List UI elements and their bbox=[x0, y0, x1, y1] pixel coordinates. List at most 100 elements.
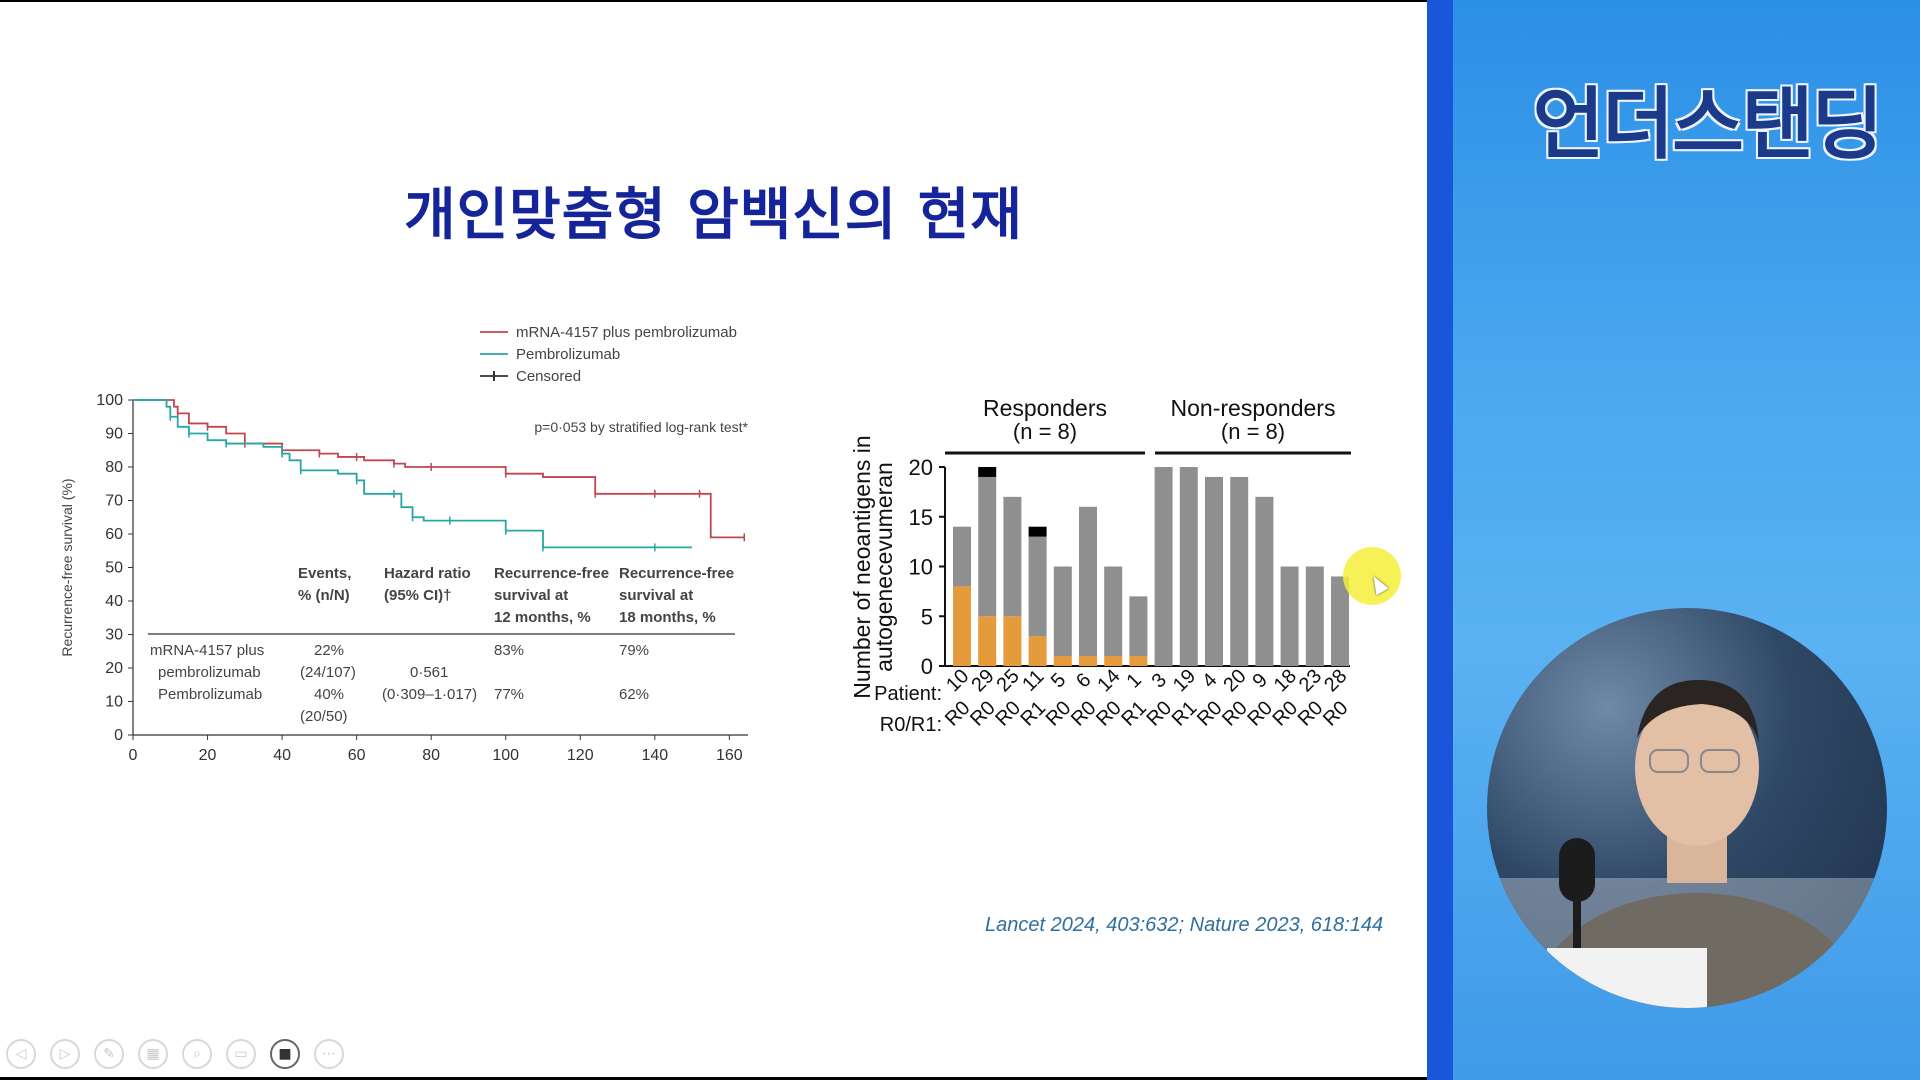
patient-label: 11 bbox=[1018, 666, 1048, 696]
y-tick-label: 100 bbox=[96, 392, 123, 409]
row-label: Patient: bbox=[874, 683, 942, 705]
bar-segment bbox=[1028, 536, 1047, 637]
bar-segment bbox=[953, 586, 971, 666]
y-axis-label: Number of neoantigens in bbox=[849, 435, 875, 698]
table-cell: 77% bbox=[494, 686, 524, 703]
group-n-label: (n = 8) bbox=[1013, 419, 1077, 444]
patient-label: 1 bbox=[1122, 669, 1145, 692]
patient-label: 9 bbox=[1248, 669, 1271, 692]
patient-label: 4 bbox=[1198, 669, 1221, 692]
table-cell: (0·309–1·017) bbox=[382, 686, 477, 703]
r0r1-label: R0 bbox=[1319, 697, 1353, 731]
patient-label: 14 bbox=[1093, 665, 1124, 696]
bar-segment bbox=[953, 526, 971, 587]
more-icon[interactable]: ⋯ bbox=[314, 1039, 344, 1069]
bar-segment bbox=[1179, 467, 1198, 666]
y-tick-label: 90 bbox=[105, 426, 123, 443]
table-header: 18 months, % bbox=[619, 609, 716, 626]
table-header: Events, bbox=[298, 565, 351, 582]
panel-edge bbox=[1427, 0, 1453, 1080]
table-row-label: mRNA-4157 plus bbox=[150, 642, 264, 659]
previous-icon[interactable]: ◁ bbox=[6, 1039, 36, 1069]
x-tick-label: 80 bbox=[422, 747, 440, 764]
table-row-label: pembrolizumab bbox=[158, 664, 261, 681]
bar-segment bbox=[1280, 566, 1299, 666]
table-row-label: Pembrolizumab bbox=[158, 686, 262, 703]
legend-label: Censored bbox=[516, 368, 581, 385]
presenter-figure bbox=[1487, 679, 1887, 1008]
x-tick-label: 60 bbox=[348, 747, 366, 764]
table-header: survival at bbox=[494, 587, 568, 604]
group-label: Responders bbox=[983, 395, 1107, 421]
group-label: Non-responders bbox=[1171, 395, 1336, 421]
bar-segment bbox=[1053, 656, 1072, 666]
x-tick-label: 160 bbox=[716, 747, 743, 764]
channel-logo: 언더스탠딩 bbox=[1532, 80, 1884, 170]
y-axis-label: autogenecevumeran bbox=[871, 462, 897, 672]
table-header: Hazard ratio bbox=[384, 565, 471, 582]
table-header: (95% CI)† bbox=[384, 587, 452, 604]
y-tick-label: 80 bbox=[105, 459, 123, 476]
neoantigen-bar-chart: 0 5 10 15 20 Number of neoantigens inautogene… bbox=[849, 395, 1353, 736]
y-tick-label: 15 bbox=[909, 505, 933, 530]
table-header: % (n/N) bbox=[298, 587, 350, 604]
table-cell: 22% bbox=[314, 642, 344, 659]
y-tick-label: 70 bbox=[105, 493, 123, 510]
bar-segment bbox=[1129, 596, 1148, 657]
bar-segment bbox=[1331, 576, 1349, 666]
slides-icon[interactable]: ▦ bbox=[138, 1039, 168, 1069]
table-header: 12 months, % bbox=[494, 609, 591, 626]
km-series-line bbox=[133, 399, 745, 539]
y-tick-label: 5 bbox=[921, 604, 933, 629]
table-header: survival at bbox=[619, 587, 693, 604]
table-header: Recurrence-free bbox=[619, 565, 734, 582]
table-cell: 79% bbox=[619, 642, 649, 659]
bar-segment bbox=[1205, 476, 1223, 666]
y-tick-label: 20 bbox=[105, 660, 123, 677]
bar-segment bbox=[1053, 566, 1072, 657]
row-label: R0/R1: bbox=[880, 714, 942, 736]
table-cell: (20/50) bbox=[300, 708, 348, 725]
x-tick-label: 0 bbox=[129, 747, 138, 764]
patient-label: 6 bbox=[1072, 669, 1095, 692]
citation: Lancet 2024, 403:632; Nature 2023, 618:1… bbox=[985, 914, 1384, 936]
subtitles-icon[interactable]: ▭ bbox=[226, 1039, 256, 1069]
bar-segment bbox=[1305, 566, 1324, 666]
bar-segment bbox=[978, 476, 997, 617]
patient-label: 20 bbox=[1219, 665, 1250, 696]
y-tick-label: 50 bbox=[105, 560, 123, 577]
x-tick-label: 120 bbox=[567, 747, 594, 764]
bar-segment bbox=[1003, 496, 1022, 617]
pen-icon[interactable]: ✎ bbox=[94, 1039, 124, 1069]
slide: 개인맞춤형 암백신의 현재 0 10 20 30 40 50 60 70 80 90 100 0 20 4… bbox=[0, 2, 1427, 1077]
presenter-webcam bbox=[1487, 608, 1887, 1008]
x-tick-label: 140 bbox=[641, 747, 668, 764]
table-cell: 62% bbox=[619, 686, 649, 703]
zoom-icon[interactable]: ⌕ bbox=[182, 1039, 212, 1069]
y-tick-label: 20 bbox=[909, 455, 933, 480]
x-tick-label: 100 bbox=[492, 747, 519, 764]
cursor-highlight bbox=[1343, 547, 1401, 605]
table-cell: 0·561 bbox=[410, 664, 448, 681]
y-tick-label: 0 bbox=[921, 654, 933, 679]
channel-panel: 언더스탠딩 bbox=[1427, 0, 1920, 1080]
bar-segment bbox=[1230, 476, 1249, 666]
bar-segment bbox=[978, 616, 997, 666]
patient-label: 19 bbox=[1169, 665, 1200, 696]
x-tick-label: 20 bbox=[199, 747, 217, 764]
km-series-line bbox=[133, 399, 693, 549]
presentation-toolbar: ◁ ▷ ✎ ▦ ⌕ ▭ ■ ⋯ bbox=[6, 1039, 344, 1073]
x-tick-label: 40 bbox=[273, 747, 291, 764]
y-tick-label: 10 bbox=[909, 555, 933, 580]
bar-segment bbox=[1003, 616, 1022, 666]
y-tick-label: 0 bbox=[114, 727, 123, 744]
patient-label: 28 bbox=[1320, 665, 1351, 696]
y-tick-label: 60 bbox=[105, 526, 123, 543]
table-cell: 40% bbox=[314, 686, 344, 703]
camera-icon[interactable]: ■ bbox=[270, 1039, 300, 1069]
bar-segment bbox=[1079, 656, 1097, 666]
next-icon[interactable]: ▷ bbox=[50, 1039, 80, 1069]
table-header: Recurrence-free bbox=[494, 565, 609, 582]
y-tick-label: 40 bbox=[105, 593, 123, 610]
table-cell: 83% bbox=[494, 642, 524, 659]
